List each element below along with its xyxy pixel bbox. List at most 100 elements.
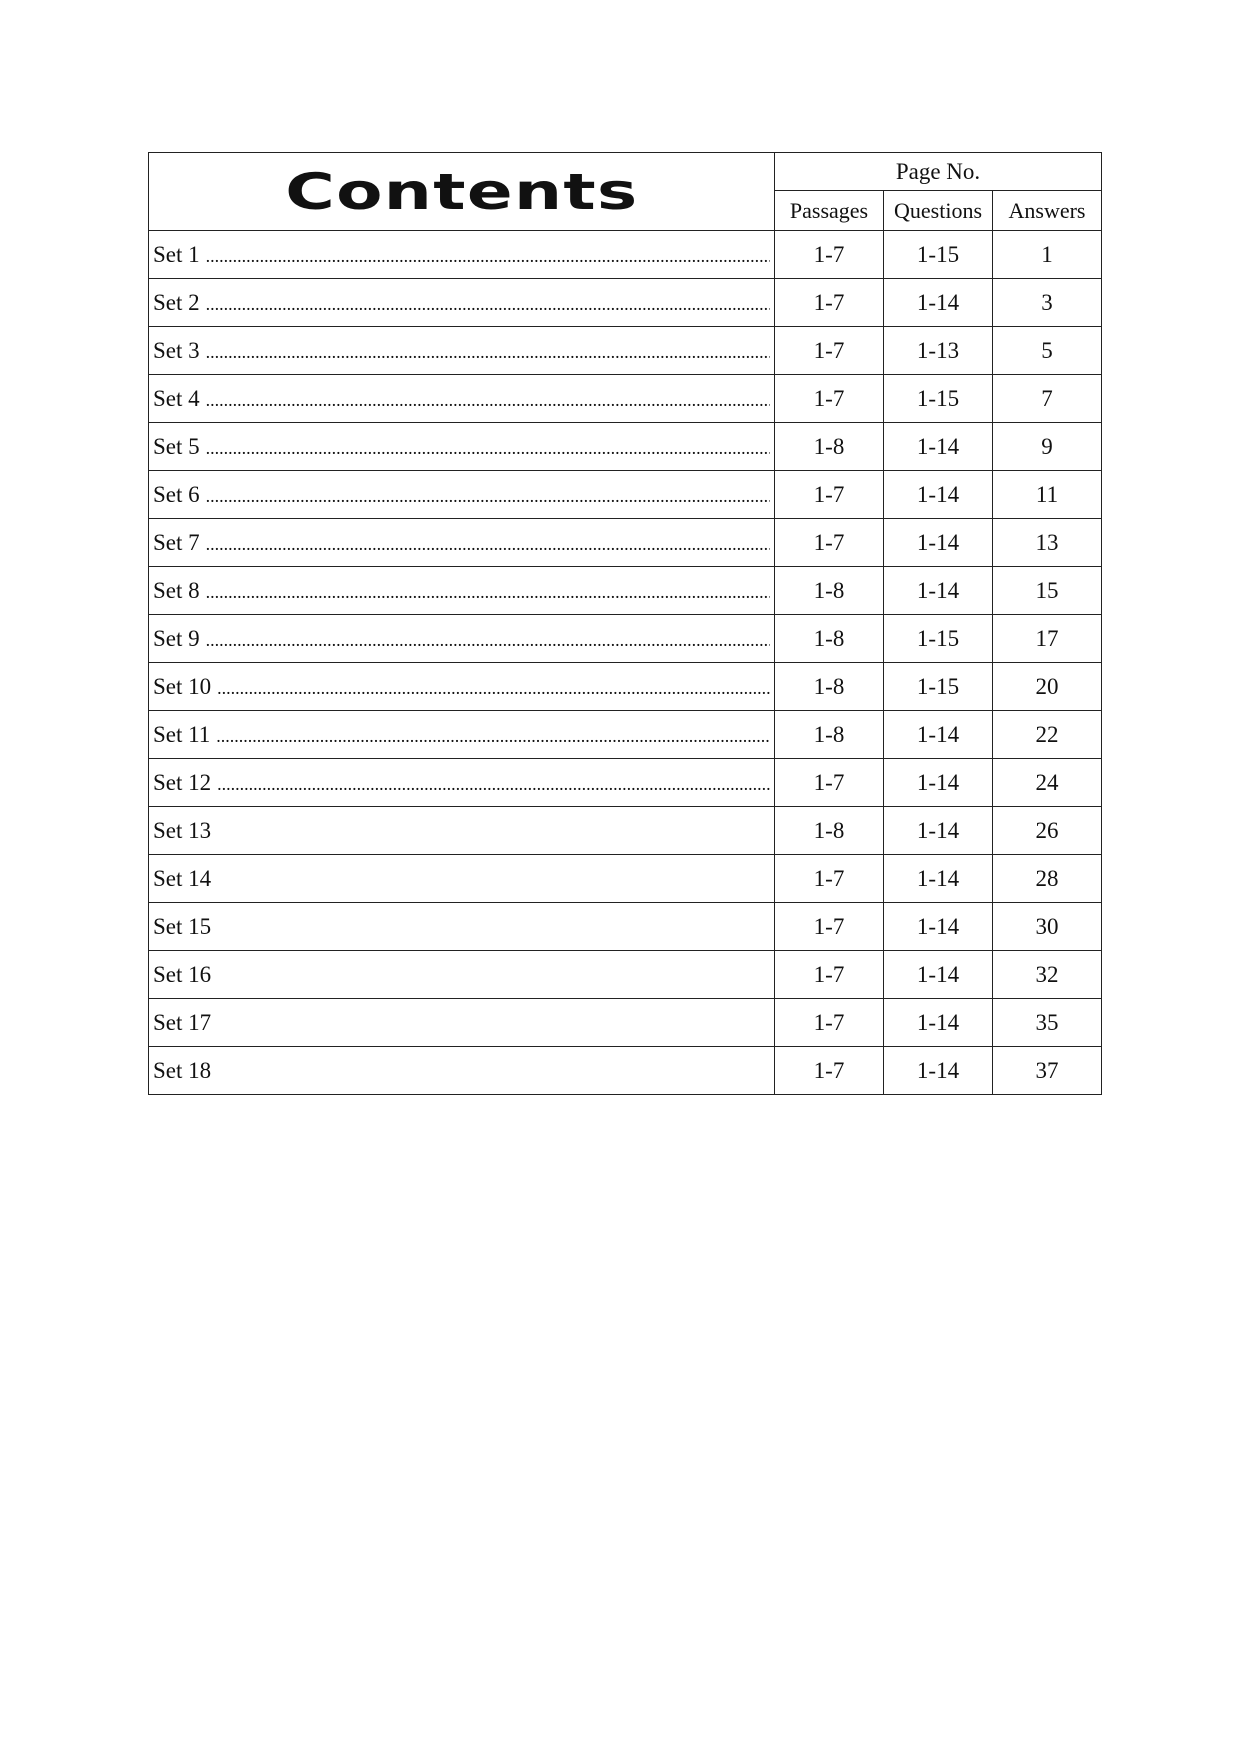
set-label: Set 9 [153, 625, 200, 651]
questions-cell: 1-14 [883, 1046, 993, 1095]
answers-cell: 35 [991, 998, 1103, 1047]
table-row: Set 6...................................… [148, 470, 1103, 519]
dot-leader: ........................................… [217, 677, 770, 698]
answers-cell: 26 [991, 806, 1103, 855]
questions-cell: 1-14 [883, 710, 993, 759]
set-cell: Set 12..................................… [148, 758, 775, 807]
passages-cell: 1-8 [774, 806, 884, 855]
set-cell: Set 18 [148, 1046, 775, 1095]
questions-cell: 1-15 [883, 662, 993, 711]
table-row: Set 2...................................… [148, 278, 1103, 327]
table-row: Set 9...................................… [148, 614, 1103, 663]
set-cell: Set 8...................................… [148, 566, 775, 615]
table-row: Set 1...................................… [148, 230, 1103, 279]
table-row: Set 11..................................… [148, 710, 1103, 759]
set-cell: Set 17 [148, 998, 775, 1047]
table-row: Set 10..................................… [148, 662, 1103, 711]
dot-leader: ........................................… [205, 341, 770, 362]
questions-cell: 1-14 [883, 278, 993, 327]
set-label: Set 10 [153, 673, 212, 699]
set-cell: Set 10..................................… [148, 662, 775, 711]
questions-cell: 1-13 [883, 326, 993, 375]
answers-cell: 20 [991, 662, 1103, 711]
set-label: Set 7 [153, 529, 200, 555]
dot-leader: ........................................… [205, 629, 770, 650]
answers-cell: 24 [991, 758, 1103, 807]
passages-cell: 1-7 [774, 950, 884, 999]
set-label: Set 14 [153, 865, 212, 891]
questions-header: Questions [883, 190, 993, 231]
set-label: Set 12 [153, 769, 212, 795]
answers-cell: 5 [991, 326, 1103, 375]
table-row: Set 7...................................… [148, 518, 1103, 567]
set-label: Set 17 [153, 1009, 212, 1035]
questions-cell: 1-15 [883, 374, 993, 423]
contents-table: Contents Page No. Passages Questions Ans… [148, 151, 1103, 1095]
passages-cell: 1-8 [774, 566, 884, 615]
answers-cell: 22 [991, 710, 1103, 759]
set-label: Set 5 [153, 433, 200, 459]
questions-cell: 1-14 [883, 758, 993, 807]
answers-cell: 9 [991, 422, 1103, 471]
set-cell: Set 13 [148, 806, 775, 855]
table-row: Set 18 1-7 1-14 37 [148, 1046, 1103, 1095]
set-label: Set 8 [153, 577, 200, 603]
passages-cell: 1-7 [774, 518, 884, 567]
table-row: Set 8...................................… [148, 566, 1103, 615]
set-label: Set 13 [153, 817, 212, 843]
passages-cell: 1-7 [774, 470, 884, 519]
set-cell: Set 6...................................… [148, 470, 775, 519]
set-cell: Set 1...................................… [148, 230, 775, 279]
passages-cell: 1-7 [774, 758, 884, 807]
table-row: Set 16 1-7 1-14 32 [148, 950, 1103, 999]
answers-cell: 15 [991, 566, 1103, 615]
questions-cell: 1-14 [883, 470, 993, 519]
set-cell: Set 16 [148, 950, 775, 999]
set-cell: Set 4...................................… [148, 374, 775, 423]
set-cell: Set 15 [148, 902, 775, 951]
passages-cell: 1-7 [774, 998, 884, 1047]
set-cell: Set 7...................................… [148, 518, 775, 567]
dot-leader: ........................................… [205, 581, 770, 602]
table-row: Set 14 1-7 1-14 28 [148, 854, 1103, 903]
set-label: Set 16 [153, 961, 212, 987]
dot-leader: ........................................… [205, 437, 770, 458]
passages-cell: 1-7 [774, 1046, 884, 1095]
answers-cell: 32 [991, 950, 1103, 999]
passages-cell: 1-7 [774, 326, 884, 375]
dot-leader: ........................................… [205, 485, 770, 506]
questions-cell: 1-14 [883, 998, 993, 1047]
passages-header: Passages [774, 190, 884, 231]
answers-cell: 11 [991, 470, 1103, 519]
questions-cell: 1-14 [883, 422, 993, 471]
passages-cell: 1-7 [774, 278, 884, 327]
set-cell: Set 9...................................… [148, 614, 775, 663]
dot-leader: ........................................… [205, 245, 770, 266]
page-no-header: Page No. [773, 151, 1103, 192]
set-label: Set 3 [153, 337, 200, 363]
dot-leader: ........................................… [205, 293, 770, 314]
answers-cell: 37 [991, 1046, 1103, 1095]
dot-leader: ........................................… [205, 389, 770, 410]
set-label: Set 15 [153, 913, 212, 939]
passages-cell: 1-7 [774, 374, 884, 423]
passages-cell: 1-8 [774, 422, 884, 471]
passages-cell: 1-8 [774, 662, 884, 711]
answers-header: Answers [991, 190, 1103, 231]
set-cell: Set 14 [148, 854, 775, 903]
questions-cell: 1-15 [883, 614, 993, 663]
table-row: Set 5...................................… [148, 422, 1103, 471]
answers-cell: 1 [991, 230, 1103, 279]
questions-cell: 1-14 [883, 854, 993, 903]
set-cell: Set 11..................................… [148, 710, 775, 759]
set-cell: Set 3...................................… [148, 326, 775, 375]
passages-cell: 1-7 [774, 902, 884, 951]
contents-title-cell: Contents [148, 152, 775, 231]
set-label: Set 6 [153, 481, 200, 507]
set-label: Set 18 [153, 1057, 212, 1083]
dot-leader: ........................................… [205, 533, 770, 554]
dot-leader: ........................................… [217, 773, 770, 794]
table-row: Set 15 1-7 1-14 30 [148, 902, 1103, 951]
set-label: Set 11 [153, 721, 211, 747]
questions-cell: 1-15 [883, 230, 993, 279]
